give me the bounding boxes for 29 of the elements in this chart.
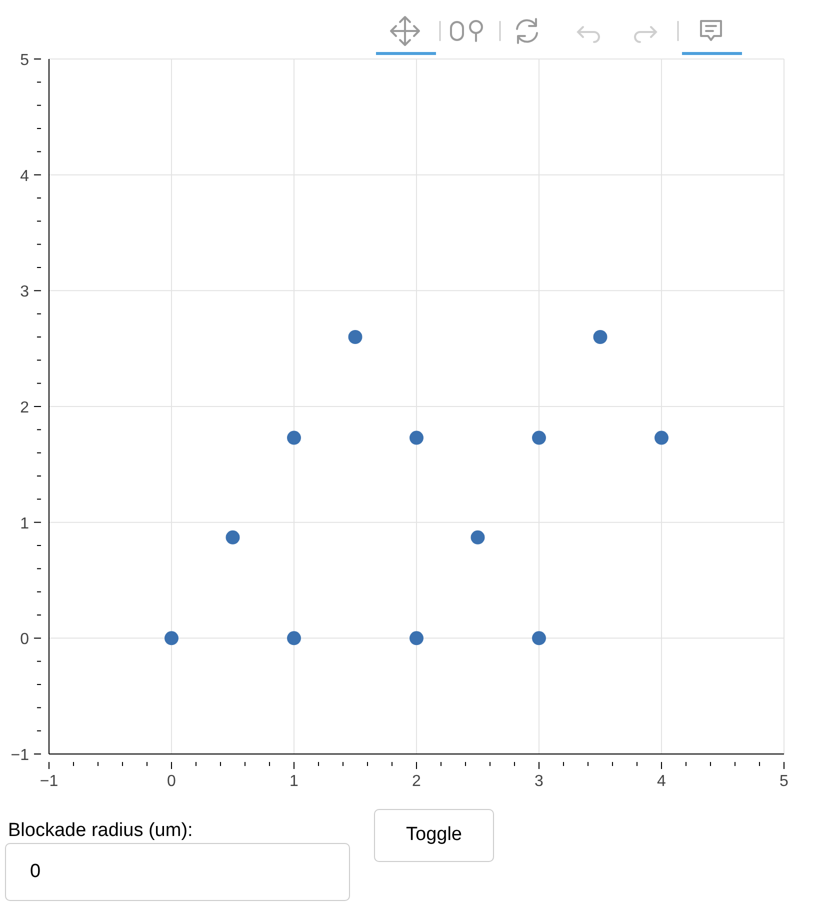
x-tick-label: 1: [290, 773, 299, 790]
y-tick-label: 3: [20, 284, 30, 301]
point: [410, 631, 424, 646]
point: [287, 430, 301, 445]
point: [410, 430, 424, 445]
x-tick-label: 3: [534, 773, 544, 790]
text-field: 0: [5, 843, 350, 901]
point: [164, 631, 178, 646]
x-tick-label: 0: [167, 773, 176, 790]
y-tick-label: 0: [20, 631, 30, 648]
x-tick-label: 5: [780, 773, 789, 790]
y-tick-label: 5: [20, 52, 30, 69]
point: [593, 330, 608, 344]
y-tick-label: 4: [20, 168, 30, 185]
point: [287, 631, 301, 646]
x-tick-label: 2: [412, 773, 422, 790]
y-tick-label: 1: [20, 515, 30, 532]
point: [348, 330, 362, 344]
point: [532, 430, 546, 445]
button: Toggle: [374, 809, 494, 862]
point: [654, 430, 668, 445]
point: [226, 530, 240, 544]
point: [470, 530, 485, 544]
y-tick-label: 2: [20, 400, 30, 416]
point: [532, 631, 546, 646]
text: Blockade radius (um):: [8, 820, 193, 842]
x-tick-label: 4: [657, 773, 666, 790]
x-tick-label: −1: [40, 773, 58, 790]
y-tick-label: −1: [10, 747, 30, 764]
